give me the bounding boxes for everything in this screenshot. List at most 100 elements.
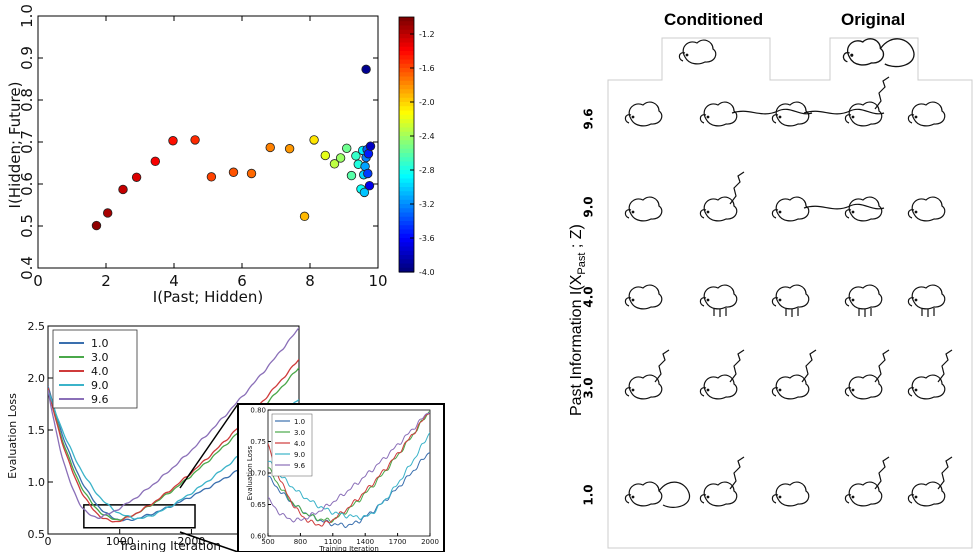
sheep-sketch: [771, 101, 885, 127]
scatter-point: [91, 220, 102, 231]
scatter-point: [102, 208, 113, 218]
inset-legend-label: 4.0: [294, 440, 305, 448]
zoom-box: [83, 504, 196, 529]
colorbar-segment: [399, 242, 414, 248]
inset-xtick-label: 1700: [389, 538, 407, 546]
inset-series-line: [268, 411, 430, 523]
colorbar-segment: [399, 199, 414, 205]
colorbar-segment: [399, 136, 414, 141]
inset-legend-label: 9.6: [294, 462, 306, 470]
scatter-point: [329, 159, 340, 169]
colorbar-segment: [399, 165, 414, 171]
sheep-sketch: [844, 456, 890, 507]
colorbar-tick-label: -3.6: [419, 234, 435, 243]
loss-xlabel: Training Iteration: [118, 539, 221, 552]
inset-series-line: [268, 411, 430, 527]
loss-legend-label: 4.0: [91, 365, 109, 378]
scatter-xtick-label: 6: [237, 272, 247, 290]
scatter-point: [364, 180, 375, 191]
inset-ylabel: Evaluation Loss: [246, 445, 254, 500]
loss-legend-label: 9.6: [91, 393, 109, 406]
colorbar-segment: [399, 25, 414, 31]
scatter-ytick-label: 0.4: [18, 256, 36, 280]
scatter-point: [190, 135, 200, 145]
colorbar-tick-label: -2.0: [419, 98, 435, 107]
loss-chart: 0100020003000.51.01.52.02.5 Training Ite…: [6, 320, 445, 552]
colorbar-segment: [399, 34, 414, 39]
loss-ylabel: Evaluation Loss: [6, 393, 19, 479]
loss-ytick-label: 1.0: [28, 476, 46, 489]
colorbar-segment: [399, 102, 414, 107]
colorbar-segment: [399, 38, 414, 44]
loss-legend-label: 9.0: [91, 379, 109, 392]
colorbar-segment: [399, 182, 414, 188]
colorbar-segment: [399, 233, 414, 239]
scatter-ytick-label: 0.9: [18, 46, 36, 70]
colorbar-segment: [399, 89, 414, 95]
colorbar-segment: [399, 174, 414, 180]
scatter-point: [342, 143, 352, 154]
scatter-point: [299, 211, 310, 222]
colorbar-segment: [399, 63, 414, 69]
colorbar-segment: [399, 42, 414, 48]
colorbar-segment: [399, 187, 414, 192]
y-axis-label-main: Past Information I(X: [567, 274, 585, 417]
scatter-xtick-label: 0: [33, 272, 43, 290]
colorbar-tick-label: -3.2: [419, 200, 435, 209]
colorbar-segment: [399, 59, 414, 65]
colorbar-segment: [399, 119, 414, 124]
colorbar-tick-label: -4.0: [419, 268, 435, 277]
inset-legend-label: 1.0: [294, 418, 305, 426]
sheep-sketch: [699, 284, 738, 317]
sheep-sketch: [771, 349, 817, 400]
colorbar-segment: [399, 178, 414, 184]
colorbar-frame: [398, 16, 415, 273]
colorbar-segment: [399, 148, 414, 154]
colorbar-segment: [399, 170, 414, 175]
scatter-ytick-label: 0.8: [18, 88, 36, 112]
header-conditioned: Conditioned: [664, 10, 764, 29]
scatter-point: [265, 142, 275, 153]
sheep-sketch: [771, 481, 810, 507]
sheep-sketch: [907, 101, 946, 127]
inset-ytick-label: 0.60: [250, 533, 266, 541]
colorbar-segment: [399, 250, 414, 256]
colorbar-segment: [399, 51, 414, 56]
colorbar-segment: [399, 221, 414, 226]
scatter-point: [168, 136, 178, 146]
colorbar-segment: [399, 17, 414, 22]
colorbar-segment: [399, 29, 414, 35]
zoom-connector: [179, 403, 239, 489]
sheep-sketch: [624, 101, 663, 127]
inset-ytick-label: 0.70: [250, 470, 266, 478]
loss-legend-label: 3.0: [91, 351, 109, 364]
colorbar-segment: [399, 76, 414, 82]
colorbar-segment: [399, 255, 414, 260]
inset-lines: [268, 410, 430, 529]
loss-ytick-label: 0.5: [28, 528, 46, 541]
scatter-ytick-label: 0.5: [18, 214, 36, 238]
colorbar-segment: [399, 123, 414, 129]
sheep-sketch: [844, 284, 883, 317]
sheep-sketch: [907, 284, 946, 317]
scatter-point: [131, 172, 142, 182]
loss-xtick-label: 0: [45, 535, 52, 548]
scatter-ytick-label: 1.0: [18, 4, 36, 28]
sheep-sketch: [624, 196, 663, 222]
sheep-sketch: [907, 349, 953, 400]
sheep-sketch: [699, 171, 745, 222]
colorbar-segment: [399, 46, 414, 52]
colorbar-segment: [399, 208, 414, 214]
colorbar-segment: [399, 131, 414, 137]
scatter-ytick-label: 0.6: [18, 172, 36, 196]
colorbar-segment: [399, 106, 414, 112]
scatter-point: [320, 150, 331, 161]
scatter-plot-frame: [37, 15, 379, 269]
sheep-sketch: [844, 76, 890, 127]
sheep-sketch: [771, 284, 810, 317]
scatter-xlabel: I(Past; Hidden): [153, 288, 263, 306]
colorbar-segment: [399, 263, 414, 269]
inset-series-line: [268, 410, 430, 524]
inset-legend-label: 3.0: [294, 429, 305, 437]
colorbar-segment: [399, 72, 414, 78]
